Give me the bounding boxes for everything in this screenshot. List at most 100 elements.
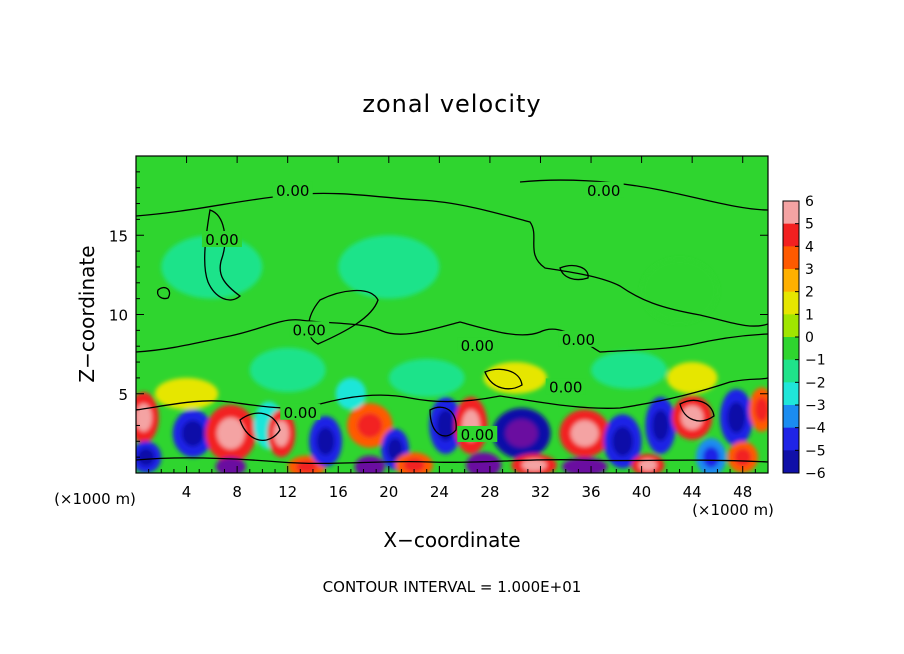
svg-text:0.00: 0.00: [292, 321, 325, 339]
contour-line-bottom: [136, 457, 768, 465]
velocity-blob-core-14: [436, 409, 455, 442]
contour-loop-6: [239, 412, 281, 441]
contour-interval-footer: CONTOUR INTERVAL = 1.000E+01: [323, 578, 582, 596]
x-tick-label-8: 36: [581, 483, 600, 501]
svg-text:0.00: 0.00: [205, 231, 238, 249]
svg-text:0.00: 0.00: [461, 337, 494, 355]
velocity-blob-30: [249, 347, 326, 393]
contour-label-0: 0.00: [272, 181, 313, 200]
y-tick-label-1: 10: [109, 307, 128, 325]
contour-line-middle: [136, 319, 768, 353]
velocity-blob-core-1: [137, 448, 155, 466]
velocity-blob-core-6: [273, 420, 290, 447]
x-unit-right: (×1000 m): [692, 501, 774, 519]
contour-label-6: 0.00: [545, 378, 586, 396]
x-tick-label-5: 24: [430, 483, 449, 501]
colorbar-swatch-8: [783, 382, 799, 406]
x-tick-label-3: 16: [329, 483, 348, 501]
svg-text:0.00: 0.00: [284, 404, 317, 422]
velocity-blob-core-27: [734, 448, 752, 466]
svg-text:0.00: 0.00: [562, 331, 595, 349]
contour-label-5: 0.00: [558, 330, 599, 349]
colorbar-label-8: −2: [805, 375, 826, 391]
velocity-blob-core-23: [652, 409, 669, 442]
velocity-blob-core-10: [361, 460, 379, 473]
colorbar-label-11: −5: [805, 443, 826, 459]
x-tick-label-7: 32: [531, 483, 550, 501]
x-tick-label-0: 4: [182, 483, 192, 501]
velocity-blob-core-26: [727, 401, 746, 434]
colorbar-label-6: 0: [805, 330, 814, 346]
colorbar-label-5: 1: [805, 307, 814, 323]
velocity-blob-core-0: [136, 403, 152, 432]
colorbar-swatch-7: [783, 359, 799, 383]
colorbar-label-9: −3: [805, 398, 826, 414]
colorbar-swatch-5: [783, 314, 799, 338]
velocity-blob-core-8: [316, 427, 335, 456]
x-axis: 4 8 12 16 20 24 28 32 36 40 44 48: [148, 156, 756, 501]
velocity-blob-35: [161, 235, 263, 299]
svg-text:0.00: 0.00: [549, 378, 582, 396]
x-tick-label-2: 12: [278, 483, 297, 501]
contour-label-4: 0.00: [457, 337, 498, 355]
colorbar-swatch-1: [783, 223, 799, 247]
colorbar-swatch-6: [783, 337, 799, 361]
colorbar-label-7: −1: [805, 353, 826, 369]
colorbar-swatch-0: [783, 201, 799, 225]
colorbar-swatch-11: [783, 450, 799, 474]
velocity-blob-core-28: [754, 397, 768, 422]
contour-label-1: 0.00: [583, 181, 624, 200]
colorbar-swatch-4: [783, 291, 799, 315]
colorbar-swatch-2: [783, 246, 799, 270]
velocity-blob-core-22: [638, 458, 657, 472]
contour-labels: 0.00 0.00 0.00 0.00 0.00 0.00 0.00 0.00 0.00: [201, 181, 624, 444]
colorbar-label-3: 3: [805, 262, 814, 278]
x-tick-label-1: 8: [232, 483, 242, 501]
colorbar-label-12: −6: [805, 466, 826, 482]
contour-label-3: 0.00: [289, 321, 330, 339]
contour-loop-5: [679, 399, 715, 422]
svg-text:0.00: 0.00: [276, 182, 309, 200]
velocity-blob-34: [666, 362, 718, 394]
velocity-blob-31: [388, 358, 465, 397]
colorbar: 6 5 4 3 2 1 0 −1 −2 −3 −4 −5 −6: [782, 194, 826, 482]
colorbar-label-1: 5: [805, 217, 814, 233]
svg-text:0.00: 0.00: [461, 426, 494, 444]
contour-lines: [136, 179, 768, 465]
velocity-blob-core-19: [570, 420, 599, 447]
velocity-blob-core-20: [572, 461, 598, 472]
velocity-blob-core-24: [681, 405, 704, 430]
contour-loop-3: [484, 368, 523, 390]
chart-title: zonal velocity: [362, 90, 541, 118]
contour-label-7: 0.00: [280, 403, 321, 422]
y-axis: 5 10 15: [109, 171, 768, 458]
plot-area: 0.00 0.00 0.00 0.00 0.00 0.00 0.00 0.00 0.00: [136, 156, 768, 473]
velocity-blob-core-17: [505, 419, 538, 448]
y-tick-label-0: 5: [118, 386, 128, 404]
contour-loop-4: [156, 286, 171, 300]
velocity-blob-core-12: [387, 437, 403, 461]
x-unit-left: (×1000 m): [54, 490, 136, 508]
x-tick-label-10: 44: [683, 483, 702, 501]
velocity-blob-core-25: [702, 446, 720, 468]
colorbar-swatch-9: [783, 405, 799, 429]
velocity-field: [136, 235, 768, 473]
velocity-blob-core-21: [612, 426, 634, 457]
x-axis-label: X−coordinate: [383, 528, 520, 552]
colorbar-label-10: −4: [805, 421, 826, 437]
x-tick-label-4: 20: [379, 483, 398, 501]
velocity-blob-29: [154, 377, 219, 410]
velocity-blob-33: [591, 350, 667, 389]
x-tick-label-11: 48: [733, 483, 752, 501]
colorbar-label-4: 2: [805, 285, 814, 301]
velocity-blob-11: [335, 377, 367, 410]
velocity-blob-32: [483, 362, 547, 394]
velocity-blob-core-3: [216, 417, 245, 450]
x-tick-label-9: 40: [632, 483, 651, 501]
colorbar-swatch-3: [783, 269, 799, 293]
contour-loop-8: [559, 264, 589, 281]
y-tick-label-2: 15: [109, 227, 128, 245]
velocity-blob-core-2: [181, 420, 205, 447]
colorbar-label-0: 6: [805, 194, 814, 210]
